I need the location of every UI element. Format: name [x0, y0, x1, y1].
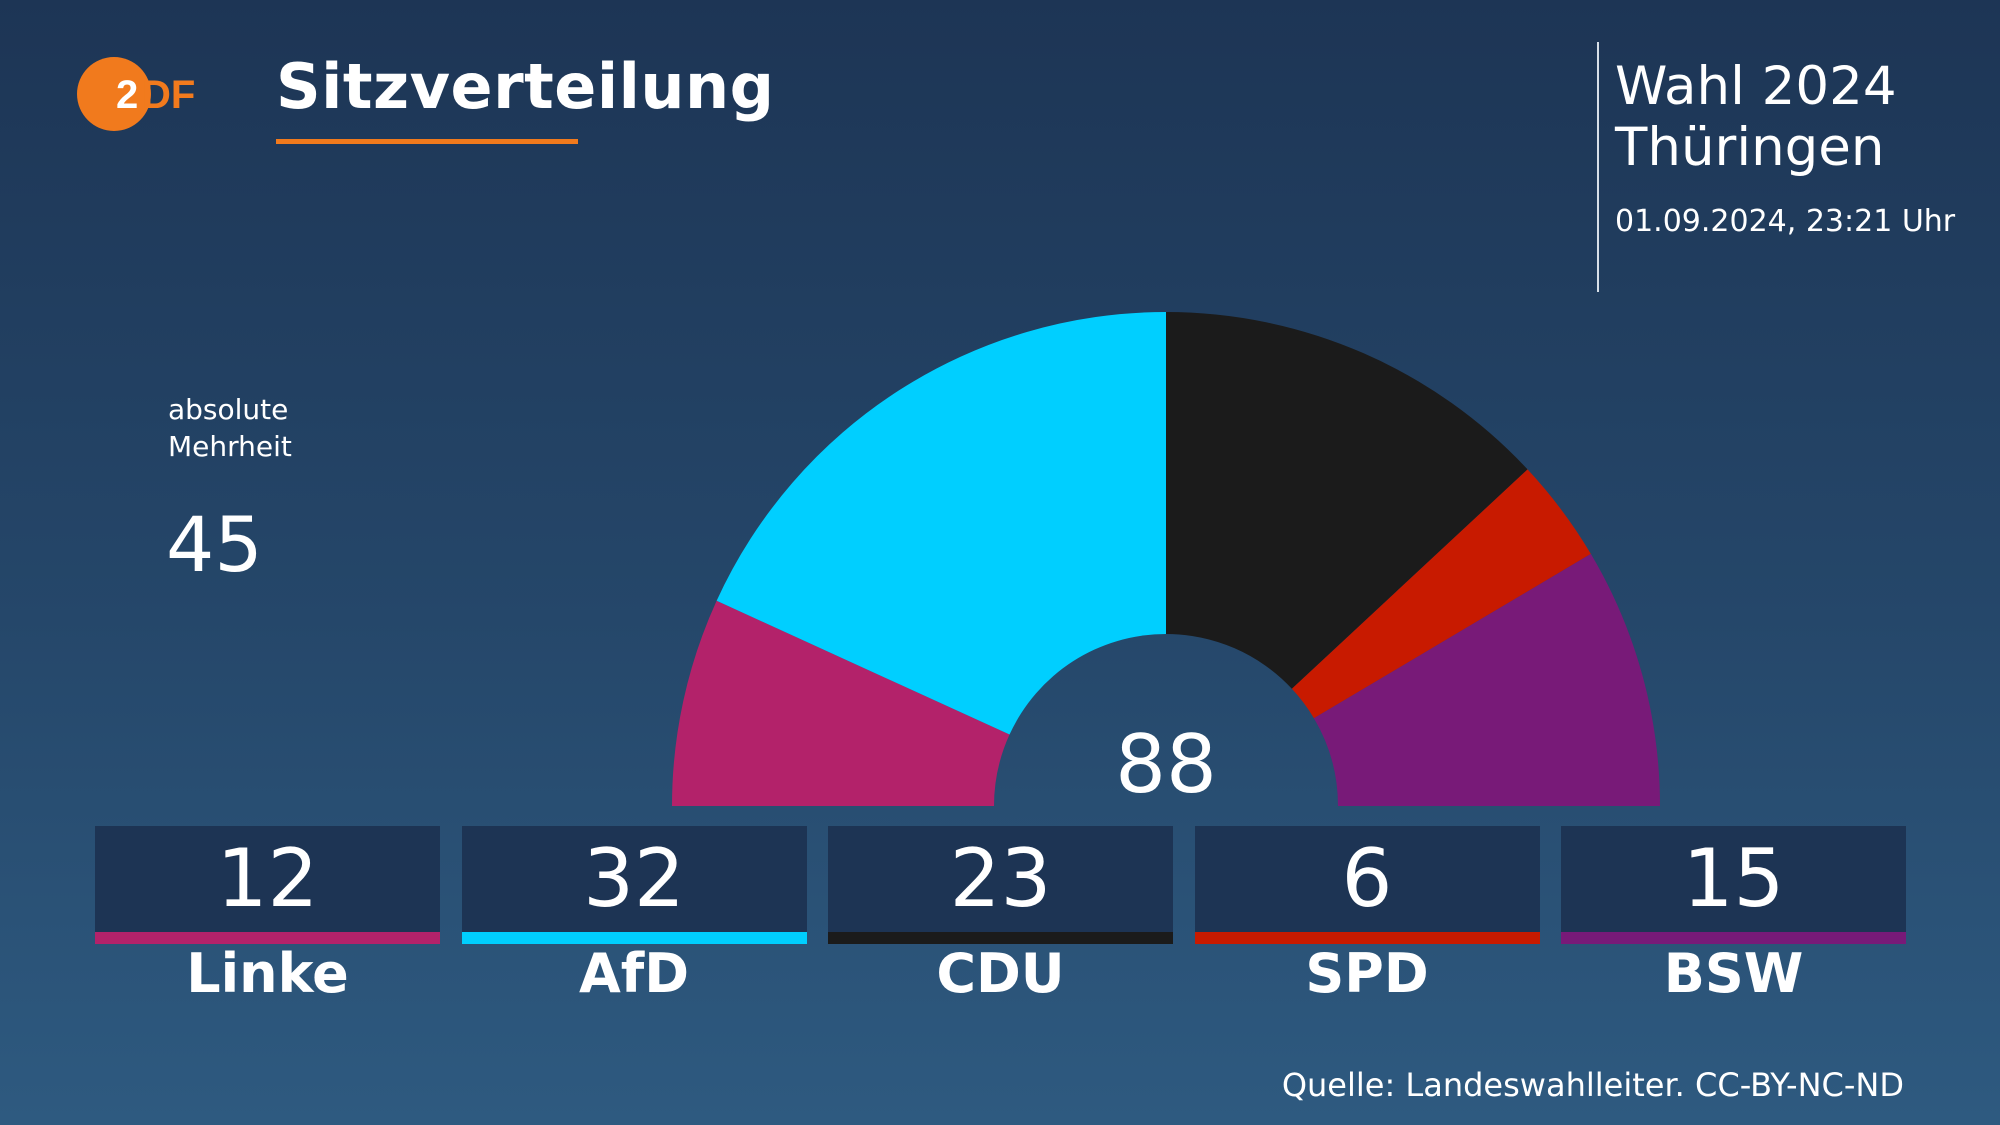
party-color-bar-spd	[1194, 932, 1540, 944]
party-color-bar-linke	[95, 932, 440, 944]
seat-count-afd: 32	[583, 832, 685, 925]
majority-label: absolute Mehrheit	[168, 391, 292, 465]
seat-count-box-bsw: 15	[1561, 826, 1906, 944]
seat-count-box-linke: 12	[95, 826, 440, 944]
seat-segment-bsw	[1313, 553, 1660, 806]
page-title: Sitzverteilung	[276, 50, 775, 123]
seat-count-bsw: 15	[1682, 832, 1785, 925]
party-label-spd: SPD	[1305, 942, 1429, 1005]
logo-letter-z: 2	[116, 73, 138, 117]
seat-segment-linke	[672, 600, 1010, 806]
party-color-bar-bsw	[1561, 932, 1906, 944]
majority-label-line1: absolute	[168, 393, 289, 426]
election-timestamp: 01.09.2024, 23:21 Uhr	[1615, 204, 1956, 239]
party-label-cdu: CDU	[936, 942, 1065, 1005]
party-label-bsw: BSW	[1663, 942, 1804, 1005]
seat-count-box-cdu: 23	[828, 826, 1173, 944]
election-name: Wahl 2024	[1615, 56, 1897, 117]
source-note: Quelle: Landeswahlleiter. CC-BY-NC-ND	[1281, 1066, 1904, 1104]
seat-count-linke: 12	[216, 832, 319, 925]
majority-value: 45	[166, 500, 263, 589]
election-region: Thüringen	[1615, 117, 1885, 178]
seat-segment-afd	[716, 312, 1166, 735]
seat-segment-spd	[1291, 469, 1591, 719]
seat-count-box-spd: 6	[1194, 826, 1540, 944]
zdf-logo: 2 DF	[77, 57, 195, 131]
party-label-linke: Linke	[186, 942, 349, 1005]
title-underline	[276, 139, 578, 144]
majority-label-line2: Mehrheit	[168, 430, 292, 463]
total-seats: 88	[1115, 718, 1217, 811]
party-color-bar-cdu	[828, 932, 1173, 944]
party-color-bar-afd	[461, 932, 807, 944]
logo-letters-df: DF	[142, 73, 195, 117]
election-info: Wahl 2024 Thüringen	[1615, 56, 1897, 178]
seat-segment-cdu	[1166, 312, 1528, 689]
seat-count-spd: 6	[1341, 832, 1393, 925]
seat-count-box-afd: 32	[461, 826, 807, 944]
header-divider	[1597, 42, 1599, 292]
seat-count-cdu: 23	[949, 832, 1052, 925]
party-label-afd: AfD	[578, 942, 690, 1005]
